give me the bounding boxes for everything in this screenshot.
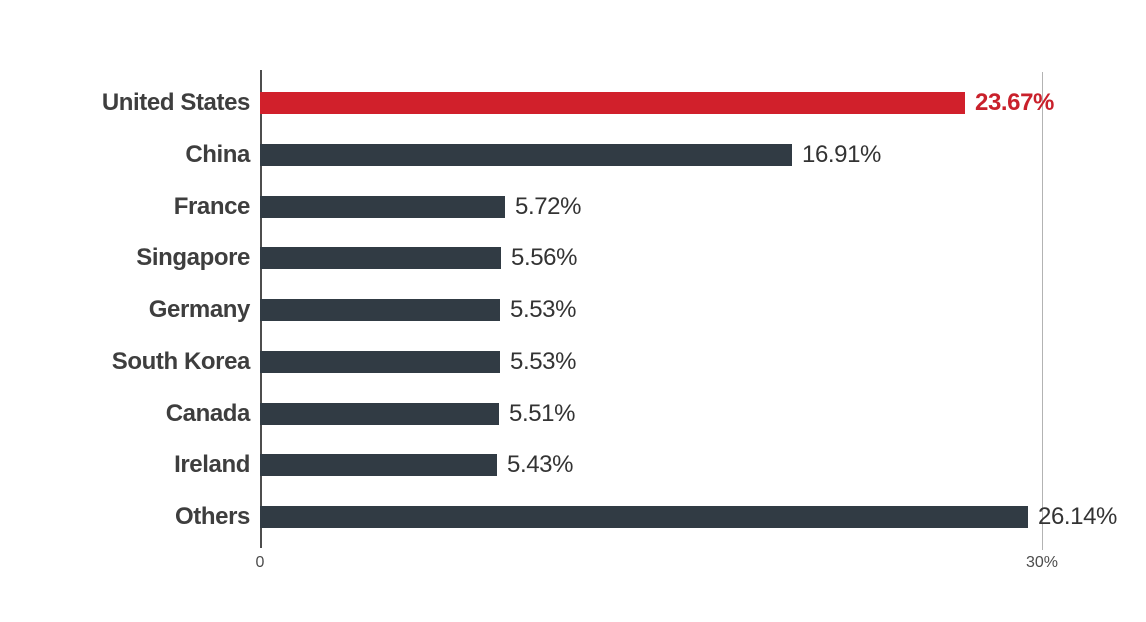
category-label: Ireland (174, 451, 250, 479)
value-label: 5.43% (507, 451, 574, 479)
category-label: Others (175, 503, 250, 530)
category-label: China (185, 140, 250, 168)
bar-france (260, 195, 505, 218)
category-label: Germany (148, 296, 251, 323)
bar-canada (260, 402, 499, 425)
value-label: 23.67% (975, 89, 1054, 116)
bar-singapore (260, 247, 501, 270)
bar-china (260, 143, 792, 166)
value-label: 5.72% (515, 192, 582, 220)
tick-label-0: 0 (255, 554, 265, 571)
value-label: 5.53% (510, 347, 577, 375)
tick-label-30: 30% (1025, 554, 1059, 571)
bar-ireland (260, 454, 497, 477)
bar-south-korea (260, 350, 500, 373)
category-label: Singapore (136, 244, 250, 272)
bar-germany (260, 299, 500, 321)
bar-others (260, 506, 1028, 528)
category-label: South Korea (111, 347, 251, 375)
value-label: 5.51% (509, 399, 576, 427)
category-label: France (173, 192, 251, 220)
value-label: 26.14% (1038, 503, 1117, 530)
gridline-30pct (1042, 72, 1043, 550)
value-label: 16.91% (802, 140, 881, 168)
value-label: 5.53% (510, 296, 577, 323)
category-label: United States (101, 89, 251, 116)
bar-united-states (260, 92, 965, 114)
value-label: 5.56% (511, 244, 578, 272)
category-label: Canada (165, 399, 251, 427)
